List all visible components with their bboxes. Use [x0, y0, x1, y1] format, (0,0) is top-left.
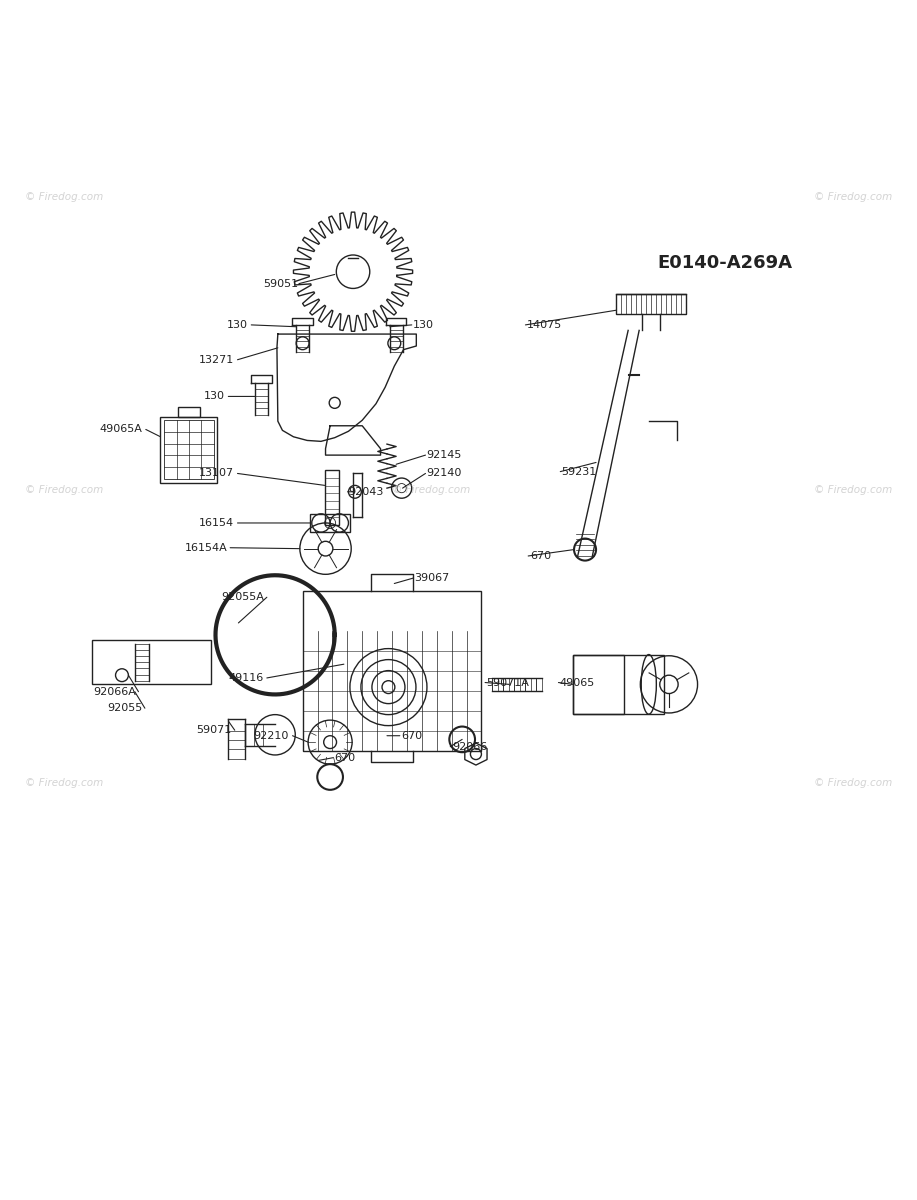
Text: 13107: 13107	[199, 468, 234, 479]
Text: 16154: 16154	[199, 518, 234, 528]
Text: 92145: 92145	[426, 450, 462, 460]
Bar	[310, 514, 350, 532]
Bar	[573, 654, 624, 714]
Text: 92055: 92055	[107, 703, 142, 713]
Text: 130: 130	[226, 320, 248, 330]
Text: 49065: 49065	[559, 678, 594, 688]
Text: 14075: 14075	[527, 320, 562, 330]
Text: 670: 670	[402, 731, 423, 740]
Text: © Firedog.com: © Firedog.com	[813, 779, 892, 788]
Text: 130: 130	[204, 391, 225, 402]
Text: 59071A: 59071A	[486, 678, 529, 688]
Text: 59231: 59231	[561, 467, 596, 476]
Text: 49065A: 49065A	[99, 425, 142, 434]
Text: 39067: 39067	[414, 572, 449, 583]
Bar	[303, 590, 481, 751]
Bar	[92, 641, 211, 684]
Bar	[325, 469, 339, 524]
Text: 59071: 59071	[196, 725, 231, 736]
Text: 130: 130	[413, 320, 434, 330]
Text: 92055A: 92055A	[221, 593, 264, 602]
Bar	[160, 416, 217, 482]
Text: 92066A: 92066A	[93, 686, 136, 697]
Text: © Firedog.com: © Firedog.com	[813, 192, 892, 202]
Text: © Firedog.com: © Firedog.com	[392, 485, 470, 494]
Text: 670: 670	[335, 752, 356, 763]
Bar	[178, 408, 200, 416]
Bar	[616, 294, 686, 314]
Bar	[164, 420, 214, 479]
Text: 92140: 92140	[426, 468, 462, 479]
Bar	[573, 654, 664, 714]
Text: © Firedog.com: © Firedog.com	[25, 192, 104, 202]
Text: © Firedog.com: © Firedog.com	[25, 779, 104, 788]
Text: 92066: 92066	[452, 742, 487, 751]
Text: 59051: 59051	[263, 278, 298, 289]
Text: 92210: 92210	[253, 731, 289, 740]
Text: E0140-A269A: E0140-A269A	[657, 253, 792, 271]
Text: 670: 670	[530, 551, 551, 560]
Text: 13271: 13271	[199, 355, 234, 365]
Text: © Firedog.com: © Firedog.com	[25, 485, 104, 494]
Text: 16154A: 16154A	[184, 542, 227, 553]
Text: 49116: 49116	[229, 673, 264, 683]
Text: © Firedog.com: © Firedog.com	[813, 485, 892, 494]
Text: 92043: 92043	[348, 487, 384, 497]
